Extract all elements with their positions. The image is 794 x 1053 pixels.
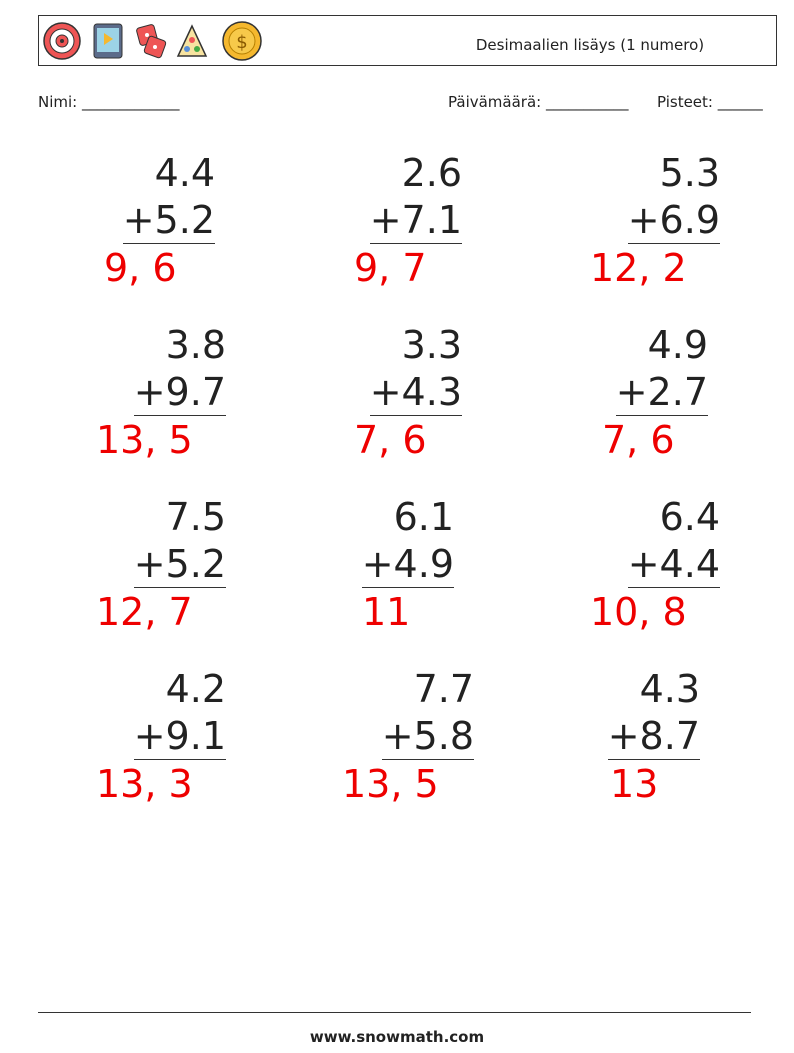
answer: 13, 5	[96, 418, 193, 462]
problem: 5.3 +6.9	[627, 149, 720, 244]
answer: 9, 7	[354, 246, 427, 290]
addend: 3.8	[165, 323, 226, 367]
answer: 13	[610, 762, 659, 806]
footer-rule	[38, 1012, 751, 1013]
problem: 4.9 +2.7	[615, 321, 708, 416]
date-field: Päivämäärä: ___________	[448, 93, 629, 111]
problem: 6.4 +4.4	[627, 493, 720, 588]
score-field: Pisteet: ______	[657, 93, 763, 111]
problem: 6.1 +4.9	[361, 493, 454, 588]
addend: 4.4	[154, 151, 215, 195]
addend: +6.9	[627, 198, 720, 244]
addend: 6.4	[659, 495, 720, 539]
problem: 7.7 +5.8	[381, 665, 474, 760]
addend: 2.6	[401, 151, 462, 195]
dartboard-icon	[43, 22, 81, 60]
answer: 10, 8	[590, 590, 687, 634]
addend: +5.2	[133, 542, 226, 588]
addend: +5.2	[122, 198, 215, 244]
addend: +4.4	[627, 542, 720, 588]
addend: 3.3	[401, 323, 462, 367]
problem: 3.3 +4.3	[369, 321, 462, 416]
problem: 3.8 +9.7	[133, 321, 226, 416]
answer: 9, 6	[104, 246, 177, 290]
addend: 4.9	[647, 323, 708, 367]
billiards-icon	[176, 24, 208, 57]
coin-icon: $	[222, 21, 262, 61]
answer: 12, 7	[96, 590, 193, 634]
answer: 7, 6	[602, 418, 675, 462]
answer: 13, 3	[96, 762, 193, 806]
addend: +4.3	[369, 370, 462, 416]
icons: $	[43, 21, 262, 61]
addend: +4.9	[361, 542, 454, 588]
answer: 13, 5	[342, 762, 439, 806]
svg-text:$: $	[236, 32, 247, 53]
addend: +9.7	[133, 370, 226, 416]
problem: 4.3 +8.7	[607, 665, 700, 760]
problem: 4.4 +5.2	[122, 149, 215, 244]
title: Desimaalien lisäys (1 numero)	[475, 36, 705, 54]
footer-url: www.snowmath.com	[309, 1028, 485, 1046]
addend: +7.1	[369, 198, 462, 244]
tablet-icon	[93, 23, 123, 59]
addend: 7.5	[165, 495, 226, 539]
problem: 4.2 +9.1	[133, 665, 226, 760]
addend: +5.8	[381, 714, 474, 760]
header-box	[38, 15, 777, 66]
addend: 5.3	[659, 151, 720, 195]
addend: 7.7	[413, 667, 474, 711]
problem: 2.6 +7.1	[369, 149, 462, 244]
addend: +2.7	[615, 370, 708, 416]
addend: 6.1	[393, 495, 454, 539]
answer: 12, 2	[590, 246, 687, 290]
answer: 11	[362, 590, 411, 634]
addend: 4.2	[165, 667, 226, 711]
name-field: Nimi: _____________	[38, 93, 180, 111]
dice-icon	[136, 24, 167, 59]
addend: 4.3	[639, 667, 700, 711]
answer: 7, 6	[354, 418, 427, 462]
addend: +9.1	[133, 714, 226, 760]
problem: 7.5 +5.2	[133, 493, 226, 588]
addend: +8.7	[607, 714, 700, 760]
